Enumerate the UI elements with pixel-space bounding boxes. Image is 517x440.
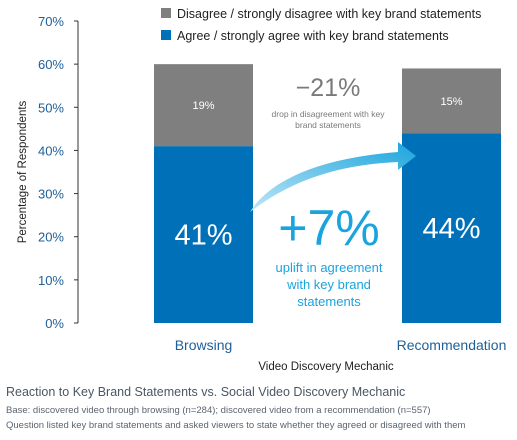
disagree-change-text-line-2: brand statements	[295, 120, 361, 130]
chart-caption-title: Reaction to Key Brand Statements vs. Soc…	[6, 385, 406, 399]
bar-agree	[402, 133, 501, 323]
disagree-change-value: −21%	[296, 74, 361, 102]
uplift-arrow-icon	[250, 142, 416, 212]
agree-change-text-line-2: with key brand	[286, 277, 371, 292]
y-tick-label: 40%	[38, 143, 64, 158]
bar-agree-label: 44%	[422, 213, 480, 245]
legend-swatch	[161, 30, 171, 40]
y-tick-label: 50%	[38, 100, 64, 115]
x-category-label: Recommendation	[397, 337, 507, 353]
y-tick-label: 60%	[38, 57, 64, 72]
agree-change-text-line-1: uplift in agreement	[276, 260, 383, 275]
disagree-change-text-line-1: drop in disagreement with key	[272, 109, 386, 119]
bar-agree	[154, 146, 253, 323]
bar-agree-label: 41%	[174, 220, 232, 252]
y-tick-label: 30%	[38, 187, 64, 202]
x-category-label: Browsing	[175, 337, 233, 353]
agree-change-text-line-3: statements	[297, 294, 361, 309]
bar-disagree	[154, 64, 253, 147]
chart-caption-note: Question listed key brand statements and…	[6, 420, 466, 431]
agree-change-value: +7%	[278, 200, 379, 256]
legend-label: Agree / strongly agree with key brand st…	[177, 29, 449, 43]
bar-disagree-label: 19%	[192, 100, 214, 112]
bar-disagree	[402, 68, 501, 134]
y-tick-label: 10%	[38, 273, 64, 288]
y-axis-title: Percentage of Respondents	[17, 100, 29, 243]
stacked-bar-chart: 0% 10% 20% 30% 40% 50% 60% 70% 41% 19% Browsing 44…	[17, 7, 507, 373]
y-tick-label: 70%	[38, 14, 64, 29]
y-tick-label: 20%	[38, 230, 64, 245]
y-tick-label: 0%	[45, 316, 64, 331]
x-axis-title: Video Discovery Mechanic	[258, 361, 394, 373]
legend-swatch	[161, 8, 171, 18]
chart-caption-base: Base: discovered video through browsing …	[6, 405, 431, 416]
bar-disagree-label: 15%	[440, 96, 462, 108]
legend-label: Disagree / strongly disagree with key br…	[177, 7, 481, 21]
